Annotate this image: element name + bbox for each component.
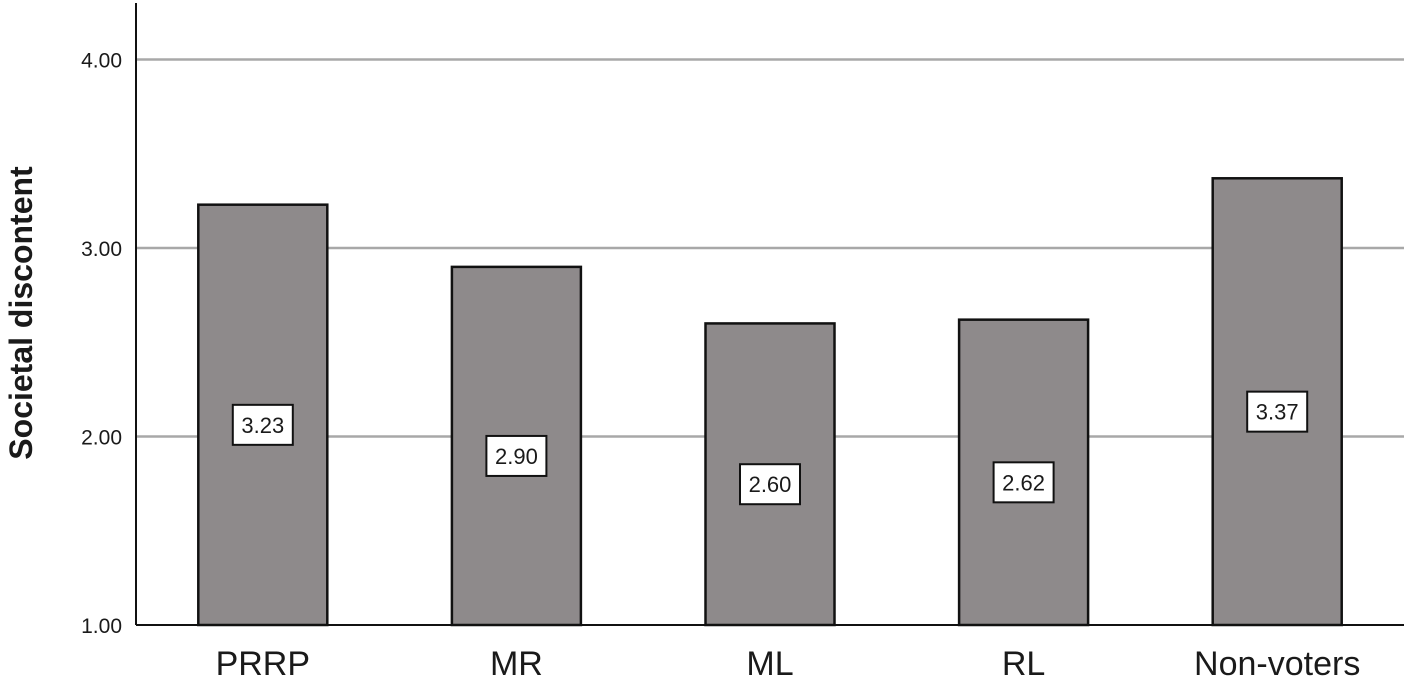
data-label: 3.37 bbox=[1256, 400, 1299, 425]
data-label: 3.23 bbox=[241, 413, 284, 438]
data-label: 2.62 bbox=[1002, 470, 1045, 495]
x-tick-label: MR bbox=[490, 645, 543, 683]
x-tick-label: RL bbox=[1002, 645, 1045, 683]
data-labels: 3.23 2.90 2.60 2.62 3.37 bbox=[231, 390, 1309, 506]
x-tick-label: PRRP bbox=[216, 645, 310, 683]
x-tick-labels: PRRP MR ML RL Non-voters bbox=[216, 645, 1361, 683]
y-tick-labels: 1.00 2.00 3.00 4.00 bbox=[81, 50, 122, 638]
y-tick-label: 2.00 bbox=[81, 427, 122, 450]
y-tick-label: 4.00 bbox=[81, 50, 122, 73]
y-tick-label: 3.00 bbox=[81, 238, 122, 261]
y-axis-label: Societal discontent bbox=[3, 166, 39, 460]
data-label-box bbox=[231, 403, 294, 446]
axes bbox=[135, 3, 1404, 626]
data-label: 2.90 bbox=[495, 444, 538, 469]
data-label-box bbox=[485, 434, 548, 477]
y-tick-label: 1.00 bbox=[81, 615, 122, 638]
x-tick-label: Non-voters bbox=[1194, 645, 1360, 683]
data-label-box bbox=[739, 463, 801, 506]
data-label-box bbox=[1246, 390, 1309, 433]
x-tick-label: ML bbox=[746, 645, 793, 683]
bars bbox=[197, 177, 1343, 627]
data-label: 2.60 bbox=[749, 472, 792, 497]
data-label-box bbox=[992, 461, 1055, 504]
